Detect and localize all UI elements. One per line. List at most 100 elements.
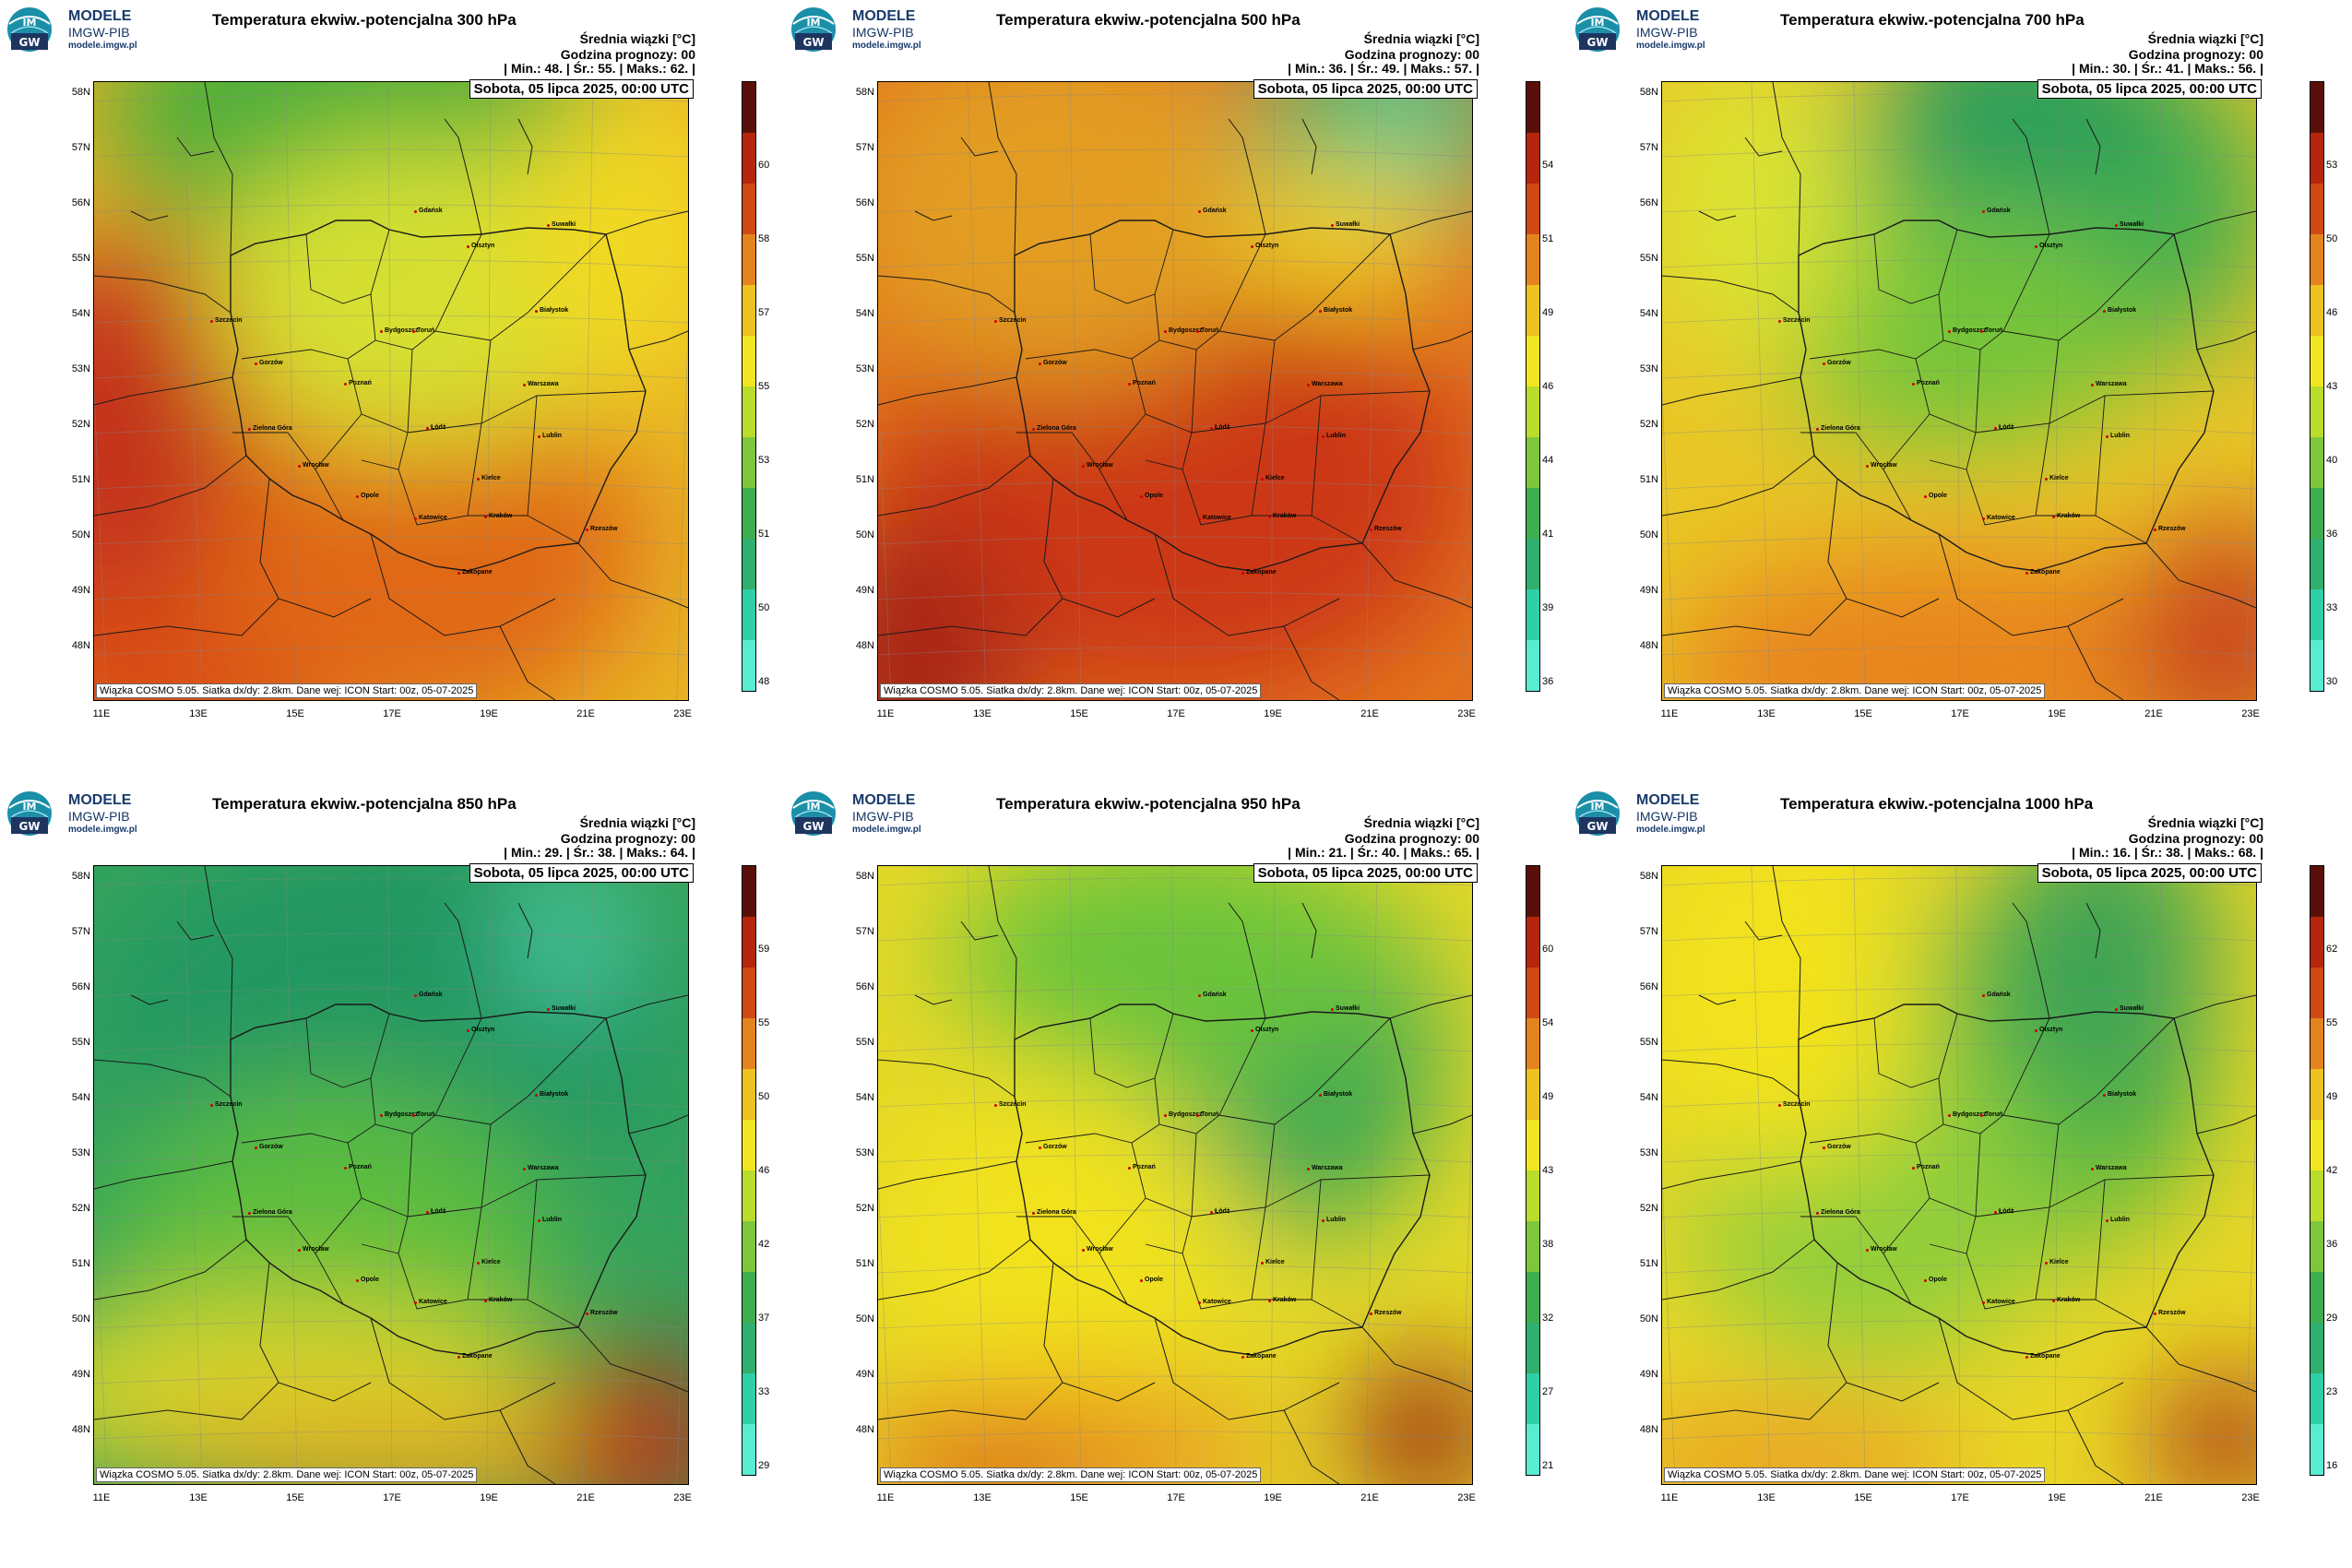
city-label: Lublin xyxy=(538,1217,562,1223)
latitude-gridline xyxy=(878,204,1472,213)
country-border xyxy=(1283,625,1340,700)
temperature-field xyxy=(1662,82,2256,700)
city-label: Bydgoszcz xyxy=(1948,1111,1987,1118)
field-region xyxy=(1368,82,1457,169)
imgw-logo-icon: IM GW xyxy=(791,791,836,836)
colorbar-tick: 55 xyxy=(2326,1017,2338,1028)
imgw-logo-icon: IM GW xyxy=(1575,791,1620,836)
latitude-gridline xyxy=(878,1043,1472,1052)
voivodeship-border xyxy=(1218,1017,1391,1125)
latitude-label: 56N xyxy=(855,981,874,992)
colorbar xyxy=(742,865,756,1476)
country-border xyxy=(1361,1326,1472,1393)
country-border xyxy=(1662,1239,1815,1301)
longitude-label: 17E xyxy=(1167,1492,1185,1503)
voivodeship-border xyxy=(1966,1206,2050,1310)
voivodeship-border xyxy=(1218,233,1391,341)
city-label: Szczecin xyxy=(1778,317,1811,324)
city-label: Olsztyn xyxy=(466,243,495,249)
city-label: Zielona Góra xyxy=(248,1209,292,1216)
colorbar-tick: 50 xyxy=(2326,233,2338,244)
latitude-gridline xyxy=(94,988,688,997)
city-label: Zielona Góra xyxy=(1816,1209,1860,1216)
colorbar-tick: 33 xyxy=(2326,602,2338,613)
latitude-gridline xyxy=(1662,1154,2256,1163)
city-label: Olsztyn xyxy=(2034,1027,2063,1033)
latitude-label: 50N xyxy=(855,529,874,540)
latitude-gridline xyxy=(94,536,688,545)
poland-border xyxy=(1014,1004,1431,1356)
map-area: Gdańsk Olsztyn Szczecin Bydgoszcz Toruń Biały… xyxy=(1661,81,2257,701)
colorbar-tick: 49 xyxy=(1542,1091,1554,1102)
colorbar-tick: 41 xyxy=(1542,529,1554,540)
city-label: Gdańsk xyxy=(414,992,443,998)
panel-subtitle: Średnia wiązki [°C] xyxy=(2147,815,2263,830)
longitude-gridline xyxy=(1365,82,1378,700)
city-label: Kielce xyxy=(1261,1259,1285,1265)
logo-line2: IMGW-PIB xyxy=(852,809,914,824)
voivodeship-border xyxy=(1809,339,1944,360)
latitude-label: 52N xyxy=(71,419,90,430)
city-label: Gorzów xyxy=(1039,360,1067,366)
field-region xyxy=(94,236,235,608)
field-region xyxy=(1773,206,2145,453)
colorbar-tick: 53 xyxy=(2326,160,2338,171)
city-label: Szczecin xyxy=(210,317,243,324)
panel-title: Temperatura ekwiw.-potencjalna 300 hPa xyxy=(212,11,517,29)
city-label: Toruń xyxy=(411,327,435,334)
longitude-label: 15E xyxy=(286,708,304,719)
city-label: Opole xyxy=(1924,493,1947,499)
city-label: Lublin xyxy=(538,433,562,439)
longitude-gridline xyxy=(2244,1100,2256,1484)
country-border xyxy=(878,1160,1017,1190)
city-label: Katowice xyxy=(1982,1299,2015,1305)
latitude-label: 55N xyxy=(71,1037,90,1048)
latitude-label: 49N xyxy=(71,585,90,596)
longitude-label: 17E xyxy=(1167,708,1185,719)
longitude-gridline xyxy=(1270,82,1276,700)
latitude-gridline xyxy=(94,1431,688,1440)
country-border xyxy=(2145,542,2256,609)
city-label: Gdańsk xyxy=(1198,992,1227,998)
city-label: Białystok xyxy=(534,1091,569,1098)
panel-title: Temperatura ekwiw.-potencjalna 1000 hPa xyxy=(1780,795,2094,813)
longitude-gridline xyxy=(1955,866,1961,1484)
voivodeship-border xyxy=(434,1017,607,1125)
country-border xyxy=(94,1239,247,1301)
voivodeship-border xyxy=(1089,1013,1174,1088)
city-label: Łódź xyxy=(1993,1208,2014,1215)
longitude-label: 17E xyxy=(1951,708,1969,719)
latitude-label: 48N xyxy=(71,640,90,651)
imgw-logo-icon: IM GW xyxy=(1575,7,1620,52)
country-border xyxy=(1772,82,1801,256)
longitude-label: 13E xyxy=(1757,1492,1776,1503)
voivodeship-border xyxy=(2095,515,2147,544)
voivodeship-border xyxy=(1131,1133,1197,1218)
panel-subtitle: Średnia wiązki [°C] xyxy=(2147,31,2263,46)
logo-line2: IMGW-PIB xyxy=(68,809,130,824)
city-label: Kraków xyxy=(1267,1297,1297,1303)
colorbar-tick: 53 xyxy=(758,455,770,466)
forecast-panel-3: IM GW MODELE IMGW-PIB modele.imgw.pl Temperat… xyxy=(0,784,784,1568)
latitude-label: 55N xyxy=(855,253,874,264)
colorbar-tick: 49 xyxy=(1542,307,1554,318)
voivodeship-border xyxy=(1873,229,1958,304)
city-label: Kielce xyxy=(2045,475,2069,481)
logo-mark-top: IM xyxy=(22,17,36,29)
city-label: Suwałki xyxy=(2114,1005,2144,1012)
city-label: Toruń xyxy=(1195,327,1219,334)
city-label: Suwałki xyxy=(2114,221,2144,228)
voivodeship-border xyxy=(1800,413,1930,470)
city-label: Olsztyn xyxy=(466,1027,495,1033)
latitude-label: 49N xyxy=(855,585,874,596)
colorbar-tick: 38 xyxy=(1542,1239,1554,1250)
city-label: Opole xyxy=(1140,493,1163,499)
longitude-label: 13E xyxy=(973,1492,992,1503)
city-label: Poznań xyxy=(344,1164,372,1170)
colorbar-tick: 32 xyxy=(1542,1313,1554,1324)
city-label: Gorzów xyxy=(1823,360,1851,366)
imgw-logo: IM GW MODELE IMGW-PIB modele.imgw.pl xyxy=(790,790,946,837)
city-label: Kraków xyxy=(1267,513,1297,519)
field-region xyxy=(1662,82,1863,361)
voivodeship-border xyxy=(1131,349,1197,434)
